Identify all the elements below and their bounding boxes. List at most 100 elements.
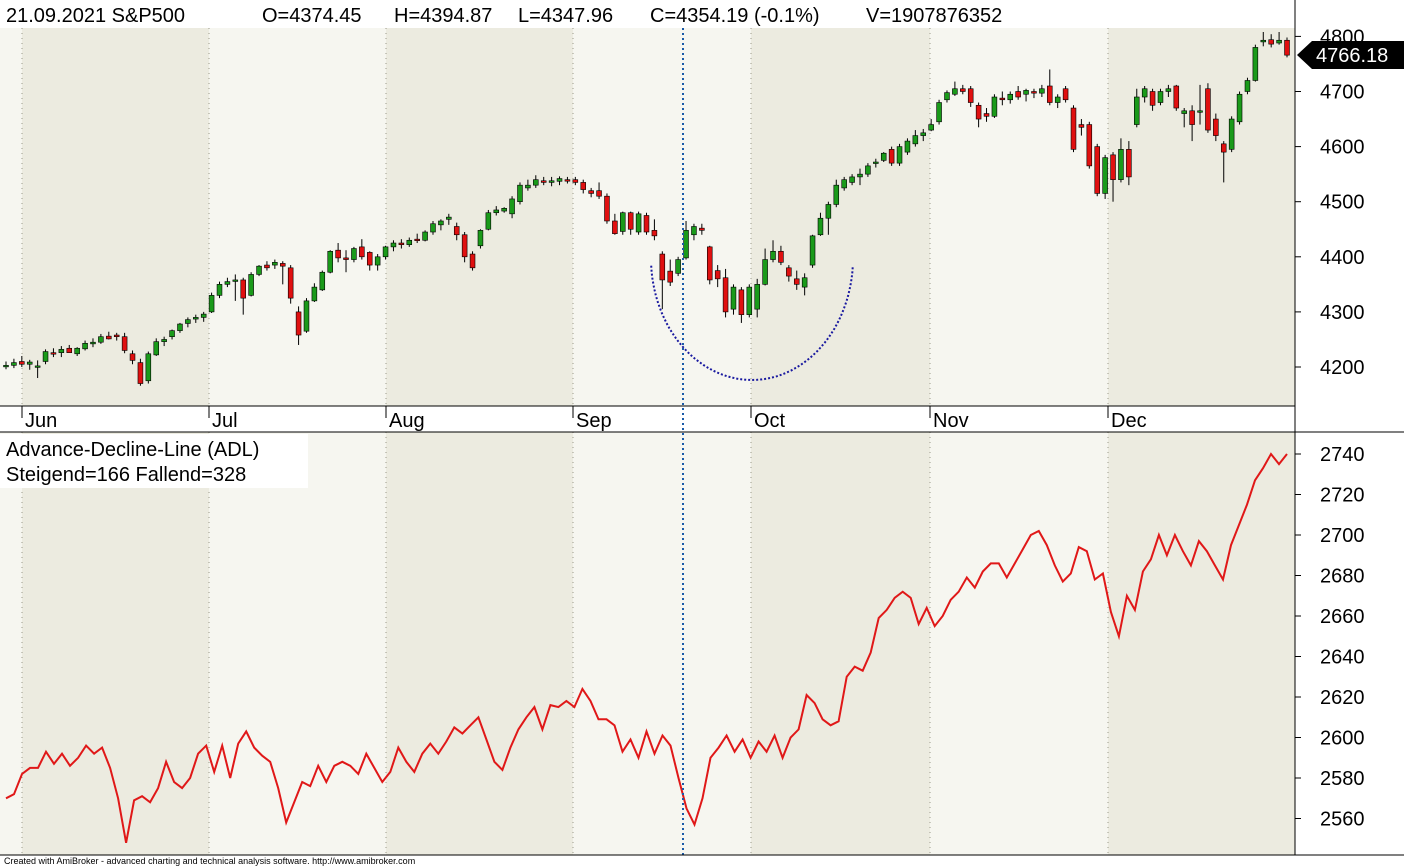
candle-body-up	[896, 146, 903, 164]
candle-body-up	[801, 277, 808, 288]
candle-body-up	[493, 209, 500, 214]
candlestick	[738, 287, 745, 323]
candlestick	[390, 240, 397, 252]
candlestick	[137, 358, 144, 386]
candle-body-up	[1228, 118, 1235, 150]
candlestick	[841, 176, 847, 191]
candlestick	[430, 220, 436, 235]
candle-body-up	[730, 286, 737, 310]
candlestick	[888, 146, 895, 166]
candle-body-down	[612, 220, 618, 234]
candlestick	[280, 261, 286, 285]
candle-body-down	[1031, 91, 1037, 94]
candlestick	[469, 251, 476, 271]
candle-body-down	[667, 270, 673, 283]
candle-body-up	[232, 279, 239, 282]
candle-body-up	[193, 317, 199, 320]
candlestick	[691, 223, 697, 241]
candlestick	[952, 81, 958, 96]
candle-body-up	[944, 92, 950, 101]
candle-body-up	[1023, 90, 1029, 95]
adl-gridlines	[21, 432, 1109, 855]
candlestick	[643, 212, 650, 235]
candle-body-down	[461, 234, 468, 258]
candle-body-up	[817, 217, 824, 236]
candle-body-up	[912, 135, 919, 145]
candlestick	[1078, 119, 1085, 136]
candle-body-down	[1205, 88, 1211, 131]
candle-body-up	[675, 259, 681, 274]
price-tick-label: 4500	[1320, 192, 1365, 214]
candlestick	[580, 179, 586, 194]
candlestick	[11, 358, 17, 369]
candle-body-down	[280, 263, 286, 267]
candlestick	[19, 355, 25, 367]
candlestick	[991, 94, 998, 118]
candlestick	[1023, 88, 1029, 102]
candlestick	[960, 84, 966, 95]
candle-body-up	[1244, 80, 1251, 92]
candlestick	[1062, 85, 1069, 103]
candle-body-up	[216, 284, 223, 296]
candle-body-up	[509, 198, 515, 215]
candle-body-up	[1102, 157, 1108, 194]
candle-body-down	[999, 97, 1006, 101]
candle-body-down	[699, 227, 705, 231]
candlestick	[1284, 37, 1290, 58]
open-value: O=4374.45	[262, 5, 362, 27]
month-band	[386, 432, 573, 855]
candle-body-up	[224, 281, 231, 285]
candlestick	[193, 314, 199, 323]
candlestick	[1165, 84, 1172, 98]
candlestick	[453, 222, 460, 241]
month-band	[386, 28, 573, 406]
candle-body-down	[1110, 154, 1116, 180]
month-label: Jun	[25, 410, 57, 432]
candle-body-down	[786, 267, 792, 277]
candlestick	[477, 229, 484, 249]
candle-body-down	[793, 278, 800, 285]
candlestick	[857, 168, 863, 186]
candle-body-down	[1062, 88, 1069, 101]
candle-body-up	[1118, 149, 1124, 180]
month-band	[22, 28, 209, 406]
candle-body-up	[303, 300, 310, 332]
candle-body-up	[1197, 110, 1203, 113]
candle-body-up	[525, 184, 531, 189]
candlestick	[446, 213, 452, 225]
candlestick	[1086, 121, 1093, 169]
candlestick	[34, 360, 41, 379]
candlestick	[896, 143, 903, 166]
last-price-tag-marker	[1297, 41, 1404, 70]
candle-body-up	[1134, 96, 1140, 125]
month-label: Oct	[754, 410, 786, 432]
candle-body-down	[1070, 107, 1077, 150]
candlestick	[153, 338, 159, 356]
adl-tick-label: 2680	[1320, 566, 1365, 588]
candle-body-up	[809, 235, 816, 266]
candle-body-up	[177, 323, 183, 331]
candle-body-down	[469, 253, 476, 269]
candlestick	[944, 90, 950, 103]
candle-body-down	[659, 253, 666, 281]
month-band	[1108, 28, 1295, 406]
candle-body-down	[1284, 39, 1290, 56]
candle-body-down	[778, 250, 784, 263]
candle-body-down	[50, 352, 57, 355]
candle-body-up	[620, 212, 626, 232]
candle-body-up	[920, 132, 927, 136]
candlestick	[42, 349, 49, 365]
candlestick	[106, 331, 112, 340]
candlestick	[287, 265, 294, 304]
candlestick	[778, 245, 784, 266]
candlestick	[232, 274, 239, 301]
candlestick	[169, 329, 175, 340]
month-band	[751, 432, 930, 855]
candle-body-down	[564, 179, 571, 182]
candle-body-up	[200, 313, 207, 318]
candlestick	[667, 259, 673, 287]
candlestick	[548, 176, 555, 187]
candle-body-down	[722, 277, 729, 313]
candlestick	[493, 206, 500, 216]
candle-body-down	[414, 238, 420, 241]
